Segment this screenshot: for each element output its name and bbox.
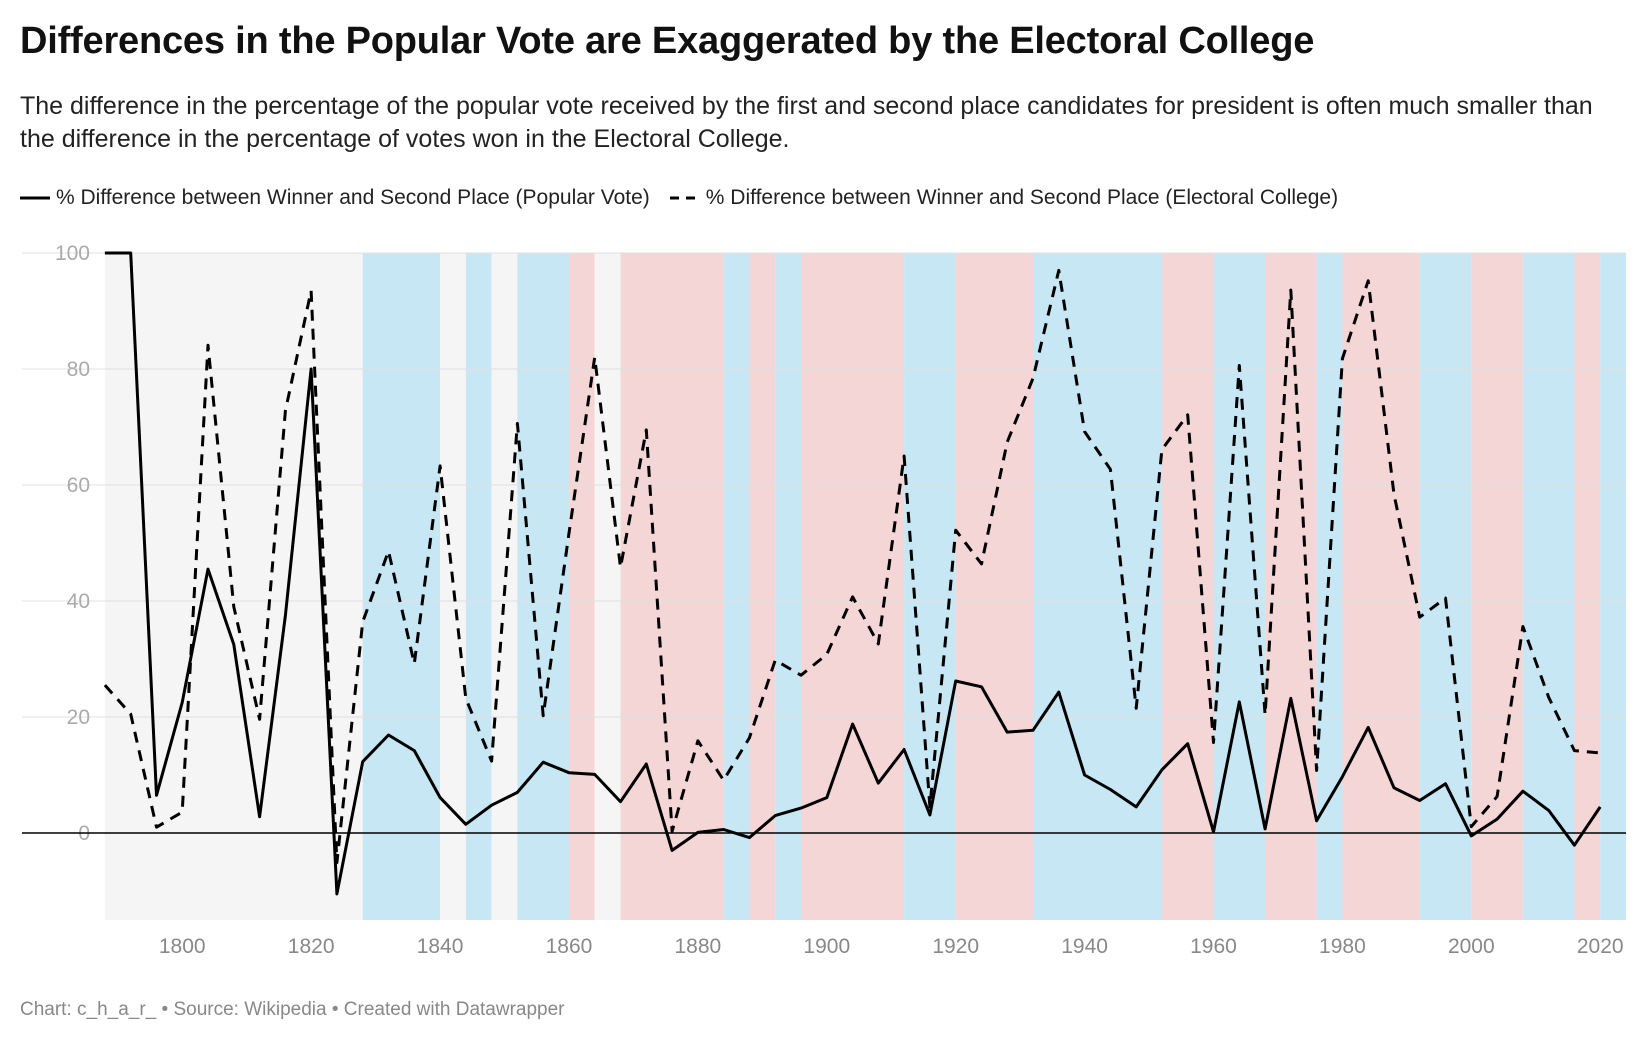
x-tick-label-1940: 1940 [1061, 935, 1108, 958]
legend-label-popular-vote: % Difference between Winner and Second P… [56, 186, 650, 209]
series-line-popular-vote [104, 251, 1602, 896]
x-tick-label-1900: 1900 [803, 935, 850, 958]
background-band-none-1788 [104, 253, 363, 920]
x-tick-label-1960: 1960 [1190, 935, 1237, 958]
y-tick-label-20: 20 [67, 706, 90, 729]
x-tick-label-1800: 1800 [159, 935, 206, 958]
background-band-none-1864 [594, 253, 621, 920]
background-band-democratic-1960 [1213, 253, 1266, 920]
solid-line-swatch-icon [20, 196, 50, 200]
background-band-democratic-1892 [775, 253, 801, 920]
background-band-democratic-2020 [1600, 253, 1626, 920]
x-tick-label-1820: 1820 [288, 935, 335, 958]
background-band-democratic-1828 [362, 253, 441, 920]
chart-title: Differences in the Popular Vote are Exag… [20, 20, 1315, 62]
background-band-republican-2016 [1574, 253, 1601, 920]
legend-item-popular-vote: % Difference between Winner and Second P… [20, 186, 650, 210]
series-line-electoral-college [103, 268, 1601, 865]
background-band-republican-1980 [1342, 253, 1420, 920]
background-band-republican-1860 [568, 253, 595, 920]
background-band-democratic-1932 [1033, 253, 1162, 920]
background-band-republican-1920 [955, 253, 1034, 920]
background-band-democratic-1912 [904, 253, 956, 920]
legend: % Difference between Winner and Second P… [20, 184, 1358, 212]
x-tick-label-2000: 2000 [1448, 935, 1495, 958]
background-band-republican-1888 [749, 253, 776, 920]
background-band-republican-1896 [800, 253, 905, 920]
y-tick-label-40: 40 [67, 590, 90, 613]
background-band-republican-1952 [1161, 253, 1214, 920]
chart-credit: Chart: c_h_a_r_ • Source: Wikipedia • Cr… [20, 999, 565, 1020]
x-tick-label-1840: 1840 [417, 935, 464, 958]
dashed-line-swatch-icon [669, 196, 700, 200]
x-tick-label-1860: 1860 [546, 935, 593, 958]
x-tick-label-1920: 1920 [932, 935, 979, 958]
y-tick-label-80: 80 [67, 358, 90, 381]
legend-label-electoral-college: % Difference between Winner and Second P… [705, 186, 1339, 209]
y-tick-label-60: 60 [67, 474, 90, 497]
y-tick-label-100: 100 [55, 242, 90, 265]
background-band-republican-1868 [620, 253, 724, 920]
background-band-democratic-2008 [1522, 253, 1575, 920]
x-tick-label-1980: 1980 [1319, 935, 1366, 958]
chart-subtitle: The difference in the percentage of the … [20, 92, 1593, 153]
legend-item-electoral-college: % Difference between Winner and Second P… [669, 186, 1339, 210]
background-band-republican-2000 [1471, 253, 1523, 920]
x-tick-label-1880: 1880 [675, 935, 722, 958]
x-tick-label-2020: 2020 [1577, 935, 1624, 958]
background-band-democratic-1992 [1419, 253, 1472, 920]
background-band-democratic-1884 [723, 253, 750, 920]
